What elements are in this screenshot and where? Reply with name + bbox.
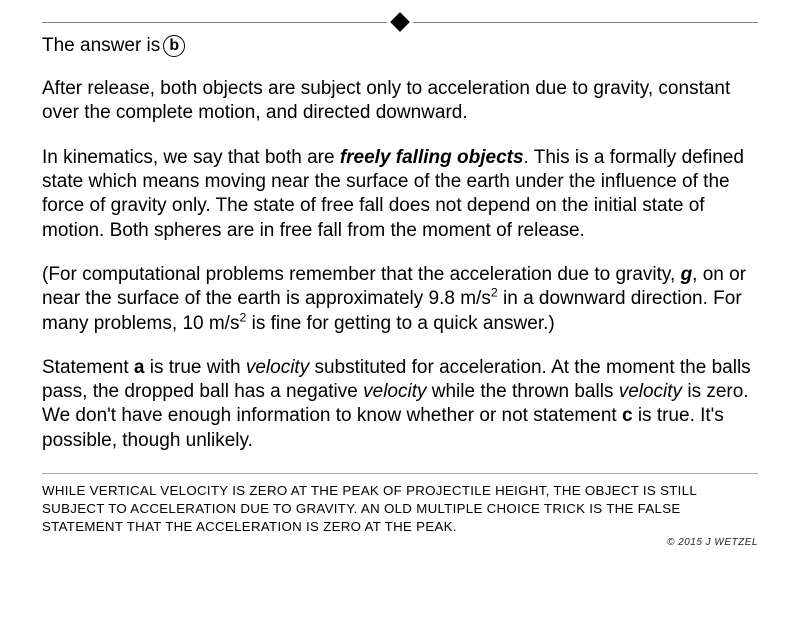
p2-term: freely falling objects [340,147,524,168]
p4-vel3: velocity [619,381,682,402]
divider-line-right [413,22,758,23]
p4-vel2: velocity [363,381,426,402]
paragraph-4: Statement a is true with velocity substi… [42,356,758,453]
footnote-text: While vertical velocity is zero at the p… [42,482,758,536]
p4-vel1: velocity [246,357,309,378]
p3-sup1: 2 [491,286,498,300]
answer-prefix: The answer is [42,35,160,57]
answer-letter-circled: b [163,35,185,57]
p3-d: is fine for getting to a quick answer.) [246,313,554,334]
paragraph-3: (For computational problems remember tha… [42,263,758,336]
paragraph-2: In kinematics, we say that both are free… [42,146,758,243]
answer-line: The answer is b [42,35,758,57]
p2-a: In kinematics, we say that both are [42,147,340,168]
p3-a: (For computational problems remember tha… [42,264,681,285]
top-divider [42,15,758,29]
paragraph-1: After release, both objects are subject … [42,77,758,126]
p4-a-bold: a [134,357,145,378]
copyright-text: © 2015 J WETZEL [42,537,758,548]
p4-a: Statement [42,357,134,378]
p4-c-bold: c [622,405,633,426]
p3-g: g [681,264,693,285]
footnote-divider [42,473,758,474]
divider-line-left [42,22,387,23]
p4-b: is true with [144,357,245,378]
diamond-icon [390,12,410,32]
p4-d: while the thrown balls [426,381,618,402]
